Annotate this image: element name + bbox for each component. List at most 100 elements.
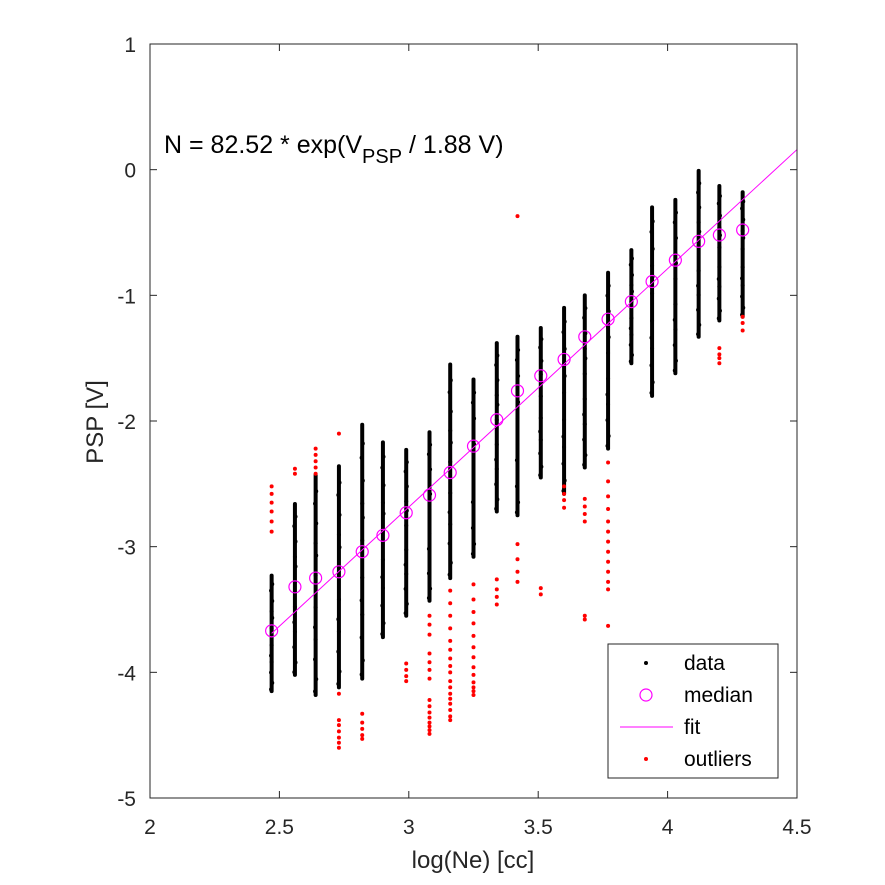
outlier-point [336,723,341,728]
data-point [448,491,453,496]
annotation-suffix: / 1.88 V) [402,131,503,159]
median-marker [510,384,525,398]
data-point [270,680,275,685]
data-point [472,416,477,421]
outlier-point [471,672,476,677]
data-point [717,245,722,250]
median-marker [422,488,437,502]
outlier-point [515,557,520,562]
data-point [582,462,587,467]
data-point [538,345,543,350]
data-point [359,635,364,640]
data-point [741,305,746,310]
data-point [514,510,519,515]
data-point [292,524,297,529]
data-point [629,316,634,321]
data-point [471,458,476,463]
data-point [740,206,745,211]
outlier-point [427,731,432,736]
median-marker [578,330,592,344]
y-tick-label: -2 [117,411,136,434]
data-point [448,428,453,433]
outlier-point [448,679,453,684]
y-tick-label: -1 [117,285,136,308]
data-point [427,482,432,487]
data-point [269,588,274,593]
data-point [314,553,319,558]
data-point [696,332,701,337]
data-point [697,229,702,234]
data-point [428,491,433,496]
outlier-point [471,582,476,587]
data-point [629,256,634,261]
median-marker [692,234,706,248]
outlier-layer [269,214,745,750]
outlier-point [448,670,453,675]
data-point [293,660,298,665]
median-marker [332,565,346,579]
fit-line [271,149,798,634]
outlier-point [336,431,341,436]
data-point [495,402,500,407]
data-point [673,210,678,215]
outlier-point [471,655,476,660]
data-point [606,433,611,438]
data-point [672,220,677,225]
outlier-point [448,691,453,696]
outlier-point [515,214,520,219]
data-point [313,501,318,506]
data-point [472,390,477,395]
outlier-point [717,361,722,366]
data-point [696,307,701,312]
data-point [562,445,567,450]
outlier-point [494,602,499,607]
data-point [516,400,521,405]
data-point [360,441,365,446]
outlier-point [427,622,432,627]
data-point [380,500,385,505]
outlier-point [427,660,432,665]
data-point [629,272,634,277]
data-point [314,489,319,494]
data-point [697,181,702,186]
data-point [448,409,453,414]
data-point [673,358,678,363]
y-tick-label: 1 [124,34,136,57]
outlier-point [448,664,453,669]
data-point [313,605,318,610]
median-marker [490,413,504,427]
data-point [717,308,722,313]
data-point [605,392,610,397]
data-point [269,643,274,648]
outlier-point [292,471,297,476]
annotation-subscript: PSP [362,146,402,168]
data-point [403,611,408,616]
data-point [292,629,297,634]
outlier-point [562,484,567,489]
data-point [582,371,587,376]
data-point [360,612,365,617]
data-point [538,372,543,377]
data-point [428,442,433,447]
x-tick-label: 2 [144,816,156,839]
outlier-point [427,632,432,637]
outlier-point [606,569,611,574]
outlier-point [448,714,453,719]
median-marker [376,528,390,542]
data-point [740,265,745,270]
data-point [494,457,499,462]
data-point [293,564,298,569]
data-point [360,658,365,663]
fit-annotation: N = 82.52 * exp(VPSP / 1.88 V) [164,131,504,168]
data-point [448,522,453,527]
data-point [270,582,275,587]
legend-outlier-label: outliers [684,748,752,771]
outlier-point [404,679,409,684]
data-point [561,461,566,466]
outlier-point [448,613,453,618]
data-point [606,325,611,330]
data-point [448,560,453,565]
data-point [650,246,655,251]
data-point [313,637,318,642]
